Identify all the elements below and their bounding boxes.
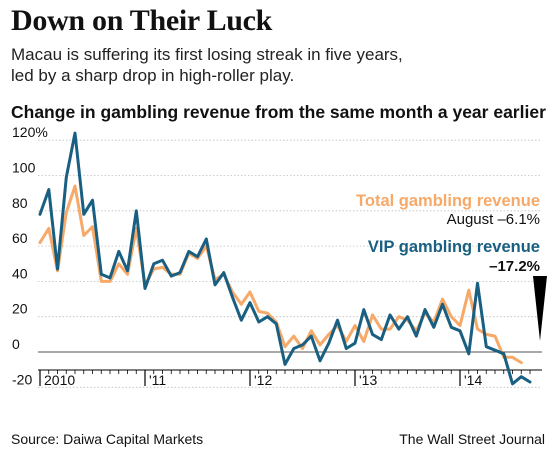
series-lines [38,131,532,386]
y-tick-label: 100 [12,160,36,176]
y-axis-labels: 120% 100 80 60 40 20 0 -20 [12,124,48,387]
x-tick-label: '11 [149,372,166,388]
y-tick-label: 60 [12,230,28,246]
y-tick-label: 20 [12,301,28,317]
subtitle-line-2: led by a sharp drop in high-roller play. [11,66,295,85]
y-tick-label: 0 [12,336,20,352]
gridlines [38,139,542,388]
chart-subtitle: Macau is suffering its first losing stre… [11,44,403,86]
x-axis: 2010 '11 '12 '13 '14 [38,369,542,388]
y-tick-label: 120% [12,124,48,140]
series-line-total [38,184,523,365]
legend-vip-label: VIP gambling revenue [368,238,540,256]
y-tick-label: 80 [12,195,28,211]
x-tick-label: '12 [254,372,272,388]
y-tick-label: 40 [12,265,28,281]
subtitle-line-1: Macau is suffering its first losing stre… [11,45,403,64]
y-tick-label: -20 [12,371,32,387]
total-august-value: August –6.1% [447,211,540,228]
chart-heading: Change in gambling revenue from the same… [11,102,546,122]
legend-total-label: Total gambling revenue [356,192,540,210]
series-line-vip [38,131,532,386]
x-tick-label: 2010 [44,372,75,388]
vip-august-value: –17.2% [489,258,540,275]
publisher-credit: The Wall Street Journal [399,431,545,447]
x-tick-label: '14 [464,372,482,388]
series-labels: Total gambling revenue August –6.1% VIP … [356,192,547,341]
x-tick-label: '13 [359,372,377,388]
chart-title: Down on Their Luck [11,4,273,37]
source-note: Source: Daiwa Capital Markets [11,431,204,447]
annotation-arrow [533,276,547,341]
